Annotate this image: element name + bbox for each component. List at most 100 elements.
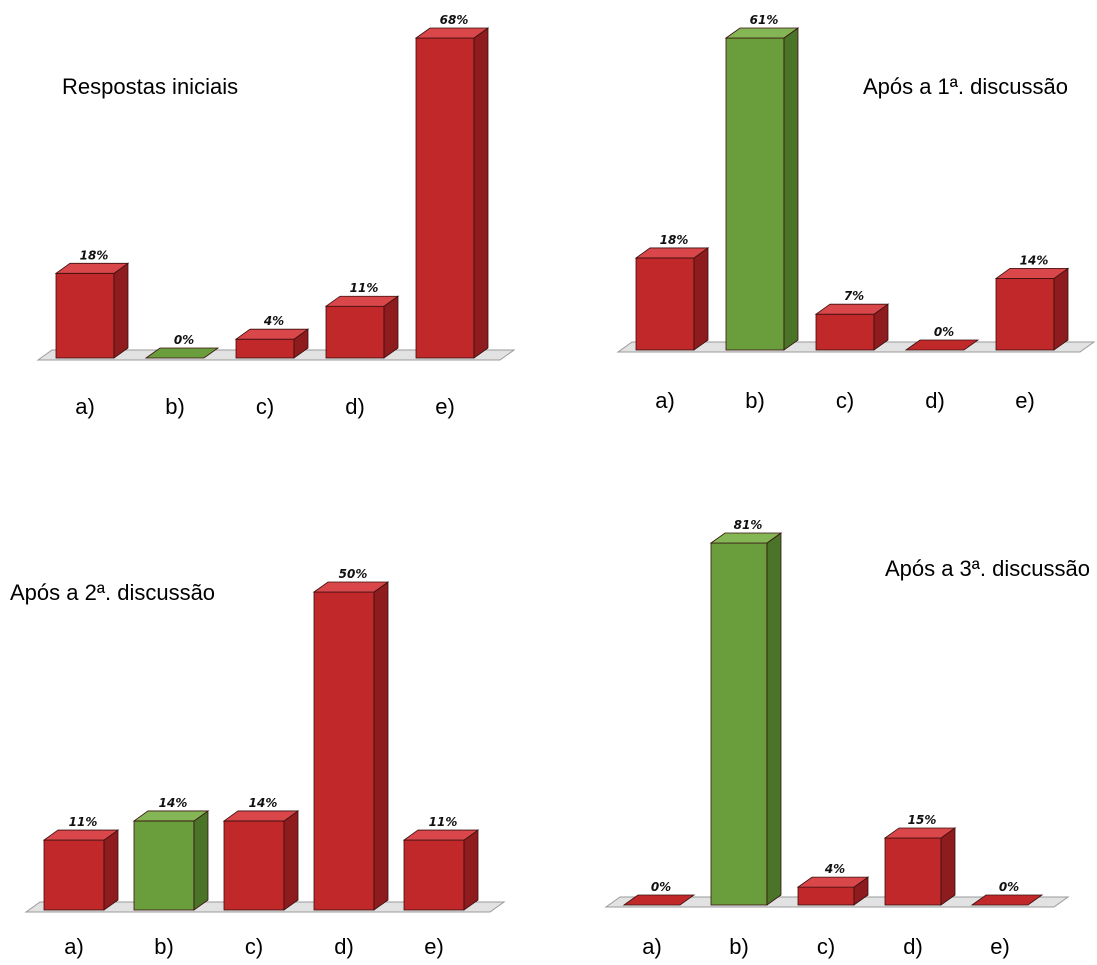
bar-3 — [222, 810, 300, 911]
bar-2 — [144, 347, 220, 359]
bar-side — [103, 829, 119, 911]
bar-front — [797, 886, 855, 906]
bar-side — [193, 810, 209, 911]
bar-1 — [634, 247, 710, 351]
category-label: e) — [1015, 388, 1035, 413]
value-label: 15% — [908, 813, 937, 827]
bar-side — [463, 829, 479, 911]
value-label: 18% — [660, 233, 689, 247]
bar-top — [796, 876, 870, 888]
bar-3 — [234, 328, 310, 359]
value-label: 7% — [844, 289, 864, 303]
bar-4 — [883, 827, 957, 906]
value-label: 11% — [69, 815, 98, 829]
value-label: 81% — [734, 518, 763, 532]
value-label: 0% — [174, 333, 194, 347]
bar-zero-plate — [622, 894, 696, 906]
chart-title: Após a 3ª. discussão — [885, 556, 1090, 581]
bar-side — [940, 827, 956, 906]
chart-title: Respostas iniciais — [62, 74, 238, 99]
category-label: c) — [245, 934, 263, 959]
value-label: 14% — [1020, 253, 1049, 267]
bar-zero-plate — [144, 347, 220, 359]
bar-top — [54, 262, 130, 274]
bar-side — [283, 810, 299, 911]
bar-2 — [132, 810, 210, 911]
chart-title: Após a 2ª. discussão — [10, 580, 215, 605]
category-label: e) — [424, 934, 444, 959]
chart-panel-3: Após a 2ª. discussão 11% a) 14% b) 14% c) 50% d)… — [10, 567, 506, 959]
category-label: a) — [642, 934, 662, 959]
chart-panel-1: Respostas iniciais 18% a) 0% b) 4% c) 11% d) 68% e… — [36, 13, 516, 419]
bar-zero-plate — [970, 894, 1044, 906]
category-label: a) — [655, 388, 675, 413]
category-label: d) — [345, 394, 365, 419]
bar-top — [414, 27, 490, 39]
category-label: b) — [745, 388, 765, 413]
category-label: a) — [75, 394, 95, 419]
bar-1 — [42, 829, 120, 911]
bar-top — [222, 810, 300, 822]
value-label: 4% — [263, 314, 284, 328]
bar-3 — [814, 303, 890, 351]
bar-side — [766, 532, 782, 906]
category-label: b) — [165, 394, 185, 419]
bar-top — [724, 27, 800, 39]
bar-front — [710, 542, 768, 906]
category-label: d) — [925, 388, 945, 413]
value-label: 61% — [750, 13, 779, 27]
bar-side — [473, 27, 489, 359]
category-label: b) — [154, 934, 174, 959]
bar-front — [635, 257, 695, 351]
bar-side — [1053, 267, 1069, 351]
bar-4 — [904, 339, 980, 351]
bar-front — [725, 37, 785, 351]
chart-panel-2: Após a 1ª. discussão 18% a) 61% b) 7% c) 0% d) 14… — [616, 13, 1096, 413]
bar-5 — [970, 894, 1044, 906]
bar-top — [42, 829, 120, 841]
value-label: 11% — [429, 815, 458, 829]
bar-top — [634, 247, 710, 259]
bar-front — [43, 839, 105, 911]
category-label: c) — [256, 394, 274, 419]
value-label: 68% — [440, 13, 469, 27]
category-label: e) — [435, 394, 455, 419]
value-label: 4% — [824, 862, 845, 876]
bar-side — [113, 262, 129, 359]
bar-front — [403, 839, 465, 911]
bar-2 — [709, 532, 783, 906]
bar-front — [223, 820, 285, 911]
bar-top — [883, 827, 957, 839]
bar-front — [815, 313, 875, 351]
value-label: 11% — [350, 281, 379, 295]
bar-front — [995, 277, 1055, 351]
bar-front — [133, 820, 195, 911]
bar-side — [783, 27, 799, 351]
bar-5 — [414, 27, 490, 359]
bar-4 — [324, 295, 400, 359]
category-label: c) — [817, 934, 835, 959]
bar-top — [402, 829, 480, 841]
bar-top — [132, 810, 210, 822]
bar-front — [325, 305, 385, 359]
bar-top — [709, 532, 783, 544]
chart-title: Após a 1ª. discussão — [863, 74, 1068, 99]
category-label: e) — [990, 934, 1010, 959]
bar-front — [313, 591, 375, 911]
bar-top — [324, 295, 400, 307]
bar-top — [234, 328, 310, 340]
bar-1 — [622, 894, 696, 906]
bar-5 — [994, 267, 1070, 351]
value-label: 14% — [249, 796, 278, 810]
value-label: 14% — [159, 796, 188, 810]
bar-4 — [312, 581, 390, 911]
bar-top — [814, 303, 890, 315]
bar-3 — [796, 876, 870, 906]
category-label: c) — [836, 388, 854, 413]
value-label: 0% — [999, 880, 1019, 894]
bar-front — [415, 37, 475, 359]
value-label: 18% — [80, 248, 109, 262]
bar-zero-plate — [904, 339, 980, 351]
bar-2 — [724, 27, 800, 351]
